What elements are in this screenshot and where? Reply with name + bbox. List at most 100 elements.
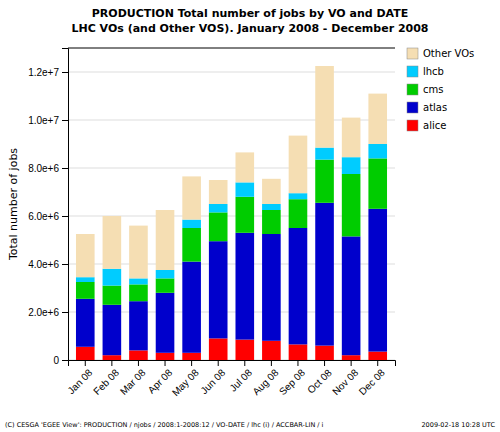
legend-item: atlas [407, 102, 447, 113]
bar [262, 204, 281, 210]
bar [289, 199, 308, 228]
bar [315, 160, 334, 203]
tick-label: Jun 08 [198, 367, 227, 396]
tick: Sep 08 [277, 360, 307, 397]
tick-mark [62, 312, 68, 313]
bar [315, 148, 334, 160]
bar [103, 286, 122, 305]
axis-line [62, 49, 69, 361]
series [76, 66, 387, 278]
bar [368, 209, 387, 352]
tick: Feb 08 [91, 360, 121, 397]
series [76, 144, 387, 286]
tick-mark [62, 72, 68, 73]
bar [182, 228, 201, 262]
bar [262, 341, 281, 360]
tick-label: 2.0e+6 [28, 307, 59, 318]
tick-mark [111, 360, 112, 366]
y-axis-title: Total number of jobs [7, 148, 20, 261]
bar [235, 152, 254, 182]
bar [129, 278, 148, 284]
tick-label: Feb 08 [91, 367, 121, 397]
tick-label: 0 [53, 355, 59, 366]
tick-label: 8.0e+6 [28, 163, 59, 174]
legend-item: alice [407, 120, 446, 131]
bar [182, 262, 201, 353]
tick-label: 1.2e+7 [28, 67, 59, 78]
tick: Nov 08 [330, 360, 360, 397]
tick: Mar 08 [118, 360, 148, 397]
tick-mark [165, 360, 166, 366]
bar [129, 226, 148, 279]
bar [209, 338, 228, 360]
bar [342, 157, 361, 174]
tick-label: Aug 08 [250, 367, 280, 397]
bar [368, 94, 387, 144]
bar [76, 282, 95, 299]
tick: Dec 08 [357, 360, 387, 397]
y-axis: 02.0e+64.0e+66.0e+68.0e+61.0e+71.2e+7 [28, 49, 68, 366]
title: PRODUCTION Total number of jobs by VO an… [92, 7, 409, 20]
tick-mark [62, 168, 68, 169]
bar [209, 180, 228, 204]
grid-line [68, 72, 395, 73]
legend-item: lhcb [407, 66, 444, 77]
bar [182, 176, 201, 219]
bar [209, 204, 228, 212]
subtitle: LHC VOs (and Other VOS). January 2008 - … [71, 22, 428, 35]
bar [103, 305, 122, 355]
tick-mark [62, 360, 68, 361]
bar [156, 210, 175, 270]
bar [182, 220, 201, 228]
bar [315, 203, 334, 346]
legend-label: alice [423, 120, 446, 131]
chart: PRODUCTION Total number of jobs by VO an… [0, 0, 500, 432]
bar [103, 355, 122, 360]
legend-swatch [407, 102, 418, 113]
bar [235, 182, 254, 196]
tick-mark [191, 360, 192, 366]
plot: 02.0e+64.0e+66.0e+68.0e+61.0e+71.2e+7Jan… [28, 48, 395, 398]
tick-label: 6.0e+6 [28, 211, 59, 222]
tick: Aug 08 [250, 360, 280, 397]
tick-label: 1.0e+7 [28, 115, 59, 126]
bar [103, 269, 122, 286]
bar [156, 278, 175, 292]
tick-mark [138, 360, 139, 366]
bar [342, 174, 361, 236]
grid [68, 72, 395, 360]
legend-label: cms [423, 84, 443, 95]
frame-top [68, 48, 395, 49]
tick-label: Mar 08 [118, 367, 148, 397]
bar [368, 158, 387, 208]
tick-mark [351, 360, 352, 366]
bar [76, 277, 95, 282]
bar [342, 355, 361, 360]
footer: (C) CESGA 'EGEE View': PRODUCTION / njob… [5, 421, 324, 429]
series [76, 158, 387, 304]
legend-swatch [407, 84, 418, 95]
footer: 2009-02-18 10:28 UTC [421, 421, 495, 429]
bar [209, 212, 228, 241]
legend-label: Other VOs [423, 48, 474, 59]
tick: 6.0e+6 [28, 211, 68, 222]
bar [182, 353, 201, 360]
tick: Jun 08 [198, 360, 227, 396]
bar [129, 301, 148, 350]
bar [235, 197, 254, 233]
tick-mark [85, 360, 86, 366]
bar [156, 293, 175, 353]
bar [235, 233, 254, 340]
tick: 1.2e+7 [28, 67, 68, 78]
bar [156, 270, 175, 278]
bar [315, 66, 334, 148]
bar [129, 284, 148, 301]
bar [76, 234, 95, 277]
legend-label: atlas [423, 102, 447, 113]
tick: May 08 [170, 360, 201, 398]
bar [289, 193, 308, 199]
bar [76, 347, 95, 360]
legend: Other VOs lhcb cms atlas alice [407, 48, 474, 131]
tick: Jan 08 [65, 360, 94, 396]
tick: 0 [53, 355, 68, 366]
